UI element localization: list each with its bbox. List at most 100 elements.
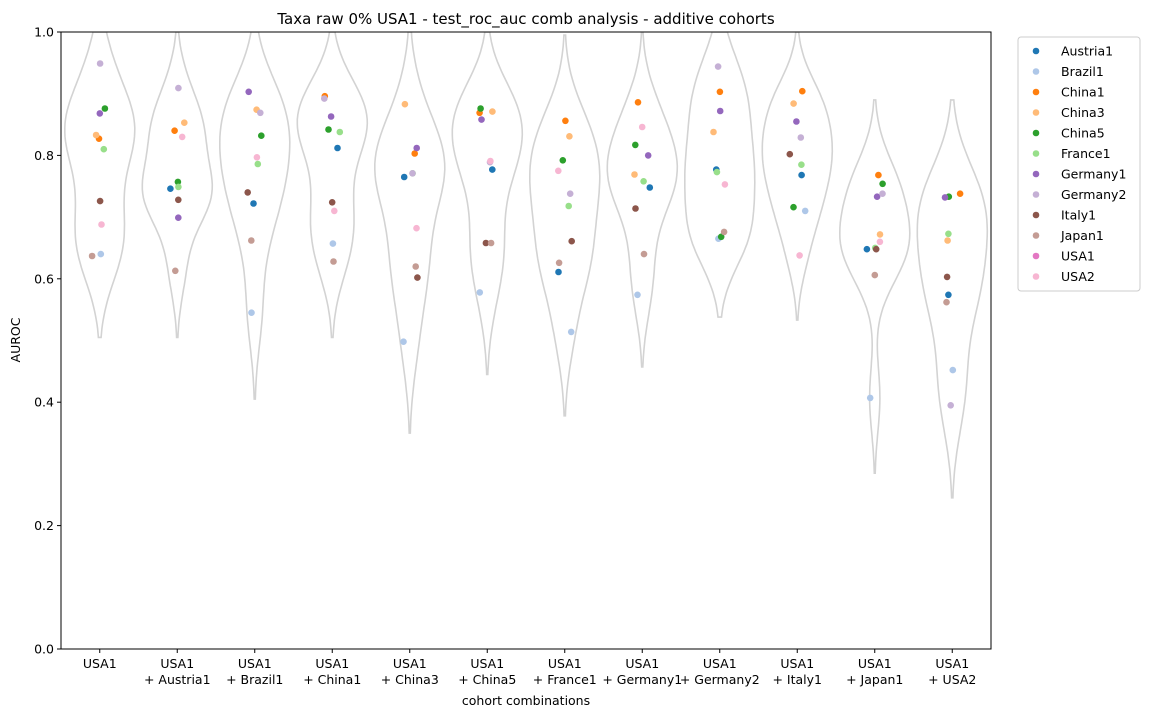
point-france1-2: [175, 183, 182, 191]
point-brazil1-8: [634, 291, 641, 299]
point-austria1-3: [250, 200, 257, 207]
point-china1-7: [562, 117, 569, 125]
point-italy1-5: [414, 274, 421, 281]
point-brazil1-12: [949, 366, 957, 374]
point-china5-4: [325, 126, 332, 133]
point-usa2-6: [487, 157, 494, 165]
legend-marker-usa2: [1032, 273, 1040, 280]
point-china3-1: [92, 131, 100, 139]
point-france1-10: [798, 161, 805, 168]
legend-label-japan1: Japan1: [1060, 228, 1104, 243]
point-france1-7: [565, 202, 572, 210]
violin-1: [64, 32, 136, 339]
legend-box: [1017, 36, 1141, 292]
x-tick-label: + China3: [381, 672, 439, 687]
point-brazil1-1: [97, 250, 105, 258]
legend-label-france1: France1: [1061, 146, 1111, 161]
point-austria1-4: [334, 144, 341, 152]
point-germany1-9: [716, 107, 724, 115]
point-germany1-2: [175, 214, 182, 221]
x-tick-label: + Germany1: [602, 672, 682, 687]
point-china3-12: [944, 237, 951, 244]
y-tick-label: 0.6: [34, 271, 54, 286]
point-brazil1-10: [801, 207, 809, 215]
violin-8: [606, 32, 679, 368]
point-china1-2: [171, 127, 178, 134]
x-tick-label: USA1: [160, 656, 194, 671]
point-usa2-4: [331, 207, 338, 215]
point-china1-10: [799, 87, 806, 95]
violin-5: [374, 32, 446, 434]
y-axis: 0.0 0.2 0.4 0.6 0.8 1.0: [34, 25, 61, 657]
point-china3-6: [489, 108, 496, 115]
x-tick-label: USA1: [703, 656, 737, 671]
y-tick-label: 1.0: [34, 25, 54, 40]
point-germany1-12: [941, 194, 949, 201]
point-germany2-1: [96, 60, 104, 67]
point-china5-3: [258, 132, 265, 139]
legend-marker-austria1: [1032, 47, 1040, 55]
point-usa2-5: [413, 224, 420, 232]
point-usa2-2: [178, 133, 186, 141]
point-china1-9: [716, 88, 724, 96]
x-tick-label: + Germany2: [680, 672, 760, 687]
legend-label-china1: China1: [1061, 85, 1105, 100]
point-china3-9: [710, 128, 717, 136]
points-layer: [88, 60, 964, 409]
point-brazil1-3: [248, 309, 255, 317]
x-tick-label: + Austria1: [144, 672, 211, 687]
point-japan1-3: [248, 237, 255, 244]
point-china5-7: [559, 157, 567, 164]
x-tick-label: + France1: [533, 672, 597, 687]
point-japan1-7: [555, 259, 563, 267]
x-tick-label: USA1: [625, 656, 659, 671]
point-china5-11: [879, 180, 886, 188]
violin-2: [141, 32, 214, 339]
y-axis-title: AUROC: [8, 317, 23, 362]
point-italy1-1: [96, 197, 104, 205]
point-usa2-11: [876, 238, 884, 246]
point-germany2-3: [257, 109, 264, 117]
point-china1-12: [956, 190, 964, 197]
point-italy1-10: [786, 150, 794, 158]
legend-label-italy1: Italy1: [1061, 208, 1096, 223]
legend-marker-china3: [1032, 109, 1040, 116]
violin-9: [684, 32, 756, 318]
point-usa2-8: [638, 123, 646, 131]
point-china3-11: [876, 231, 884, 238]
point-austria1-10: [798, 171, 805, 179]
legend-marker-usa1: [1032, 252, 1040, 260]
point-china5-10: [790, 203, 797, 211]
x-tick-label: USA1: [238, 656, 272, 671]
point-japan1-5: [412, 263, 420, 270]
x-tick-label: USA1: [83, 656, 117, 671]
point-germany2-4: [321, 95, 328, 102]
point-austria1-7: [555, 268, 562, 276]
x-tick-label: + Italy1: [772, 672, 822, 687]
point-china5-1: [101, 105, 109, 112]
legend-label-china3: China3: [1061, 105, 1105, 120]
point-germany2-10: [797, 134, 805, 141]
violin-3: [219, 32, 291, 400]
point-china5-2: [174, 178, 182, 186]
point-japan1-2: [172, 267, 179, 275]
point-germany1-8: [644, 152, 652, 159]
point-italy1-7: [568, 237, 575, 245]
point-china5-6: [477, 105, 484, 112]
point-germany2-9: [714, 63, 722, 70]
point-japan1-11: [871, 271, 879, 279]
point-austria1-11: [863, 245, 871, 253]
legend-marker-germany1: [1032, 170, 1040, 178]
legend-label-germany2: Germany2: [1061, 187, 1126, 202]
point-france1-1: [100, 145, 108, 153]
point-germany1-10: [793, 118, 800, 125]
x-axis-title: cohort combinations: [462, 693, 590, 708]
point-germany2-5: [409, 170, 416, 177]
y-tick-label: 0.0: [34, 642, 54, 657]
legend-marker-china5: [1032, 129, 1040, 137]
violin-11: [838, 99, 911, 474]
y-tick-label: 0.8: [34, 148, 54, 163]
point-italy1-4: [328, 199, 336, 206]
